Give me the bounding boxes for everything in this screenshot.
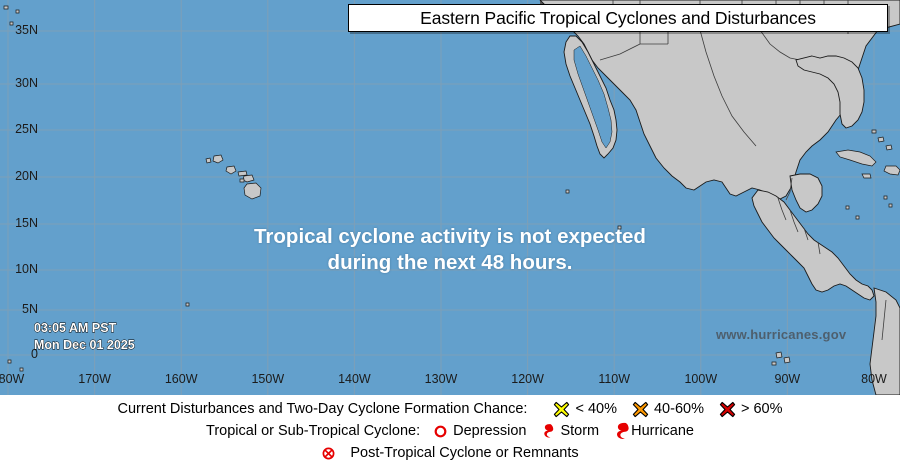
legend-storm-label: Storm xyxy=(560,423,600,439)
website-watermark: www.hurricanes.gov xyxy=(716,327,847,342)
legend-chance-high-label: > 60% xyxy=(740,401,783,417)
timestamp-time: 03:05 AM PST xyxy=(34,321,117,336)
mexico-borders xyxy=(699,29,757,147)
x-marker-yellow-icon xyxy=(553,401,570,418)
legend-item-depression: Depression xyxy=(433,423,526,439)
lat-label-25n: 25N xyxy=(15,122,38,136)
lon-label-90w: 90W xyxy=(774,372,801,386)
lat-label-35n: 35N xyxy=(15,23,38,37)
map-timestamp: 03:05 AM PST Mon Dec 01 2025 xyxy=(34,320,136,354)
land-central-america xyxy=(751,173,875,301)
lon-label-110w: 110W xyxy=(598,372,631,386)
lat-label-10n: 10N xyxy=(15,262,38,276)
legend-item-chance-medium: 40-60% xyxy=(632,401,704,418)
legend-item-storm: Storm xyxy=(541,423,599,439)
legend-post-tropical-label: Post-Tropical Cyclone or Remnants xyxy=(350,445,579,461)
tropical-cyclone-map: 35N 30N 25N 20N 15N 10N 5N 0 180W 170W 1… xyxy=(0,0,900,395)
lat-label-30n: 30N xyxy=(15,76,38,90)
galapagos-islands xyxy=(771,351,791,366)
map-status-message-line-2: during the next 48 hours. xyxy=(327,251,573,274)
caribbean-islands xyxy=(835,129,900,220)
lon-label-170w: 170W xyxy=(78,372,111,386)
central-america-borders xyxy=(777,177,821,255)
lon-label-120w: 120W xyxy=(511,372,544,386)
lon-label-150w: 150W xyxy=(251,372,285,386)
lon-label-100w: 100W xyxy=(684,372,718,386)
lon-label-80w: 80W xyxy=(861,372,887,386)
longitude-axis: 180W 170W 160W 150W 140W 130W 120W 110W … xyxy=(0,372,900,392)
lon-label-160w: 160W xyxy=(164,372,198,386)
map-legend: Current Disturbances and Two-Day Cyclone… xyxy=(0,395,900,469)
land-south-america xyxy=(869,287,900,395)
map-status-message-line-1: Tropical cyclone activity is not expecte… xyxy=(254,225,646,248)
circle-x-marker-post-tropical-icon xyxy=(321,446,336,461)
legend-hurricane-label: Hurricane xyxy=(631,423,694,439)
legend-formation-chance-label: Current Disturbances and Two-Day Cyclone… xyxy=(117,401,528,417)
legend-chance-medium-label: 40-60% xyxy=(653,401,704,417)
lat-label-15n: 15N xyxy=(15,216,38,230)
legend-item-chance-high: > 60% xyxy=(719,401,783,418)
lat-label-20n: 20N xyxy=(15,169,38,183)
legend-item-chance-low: < 40% xyxy=(553,401,617,418)
spiral-marker-hurricane-icon xyxy=(614,422,630,440)
map-graphic xyxy=(0,0,900,395)
pacific-small-islands xyxy=(3,5,622,372)
legend-item-post-tropical: Post-Tropical Cyclone or Remnants xyxy=(321,445,579,461)
lat-label-5n: 5N xyxy=(22,302,38,316)
lon-label-180w: 180W xyxy=(0,372,25,386)
lat-label-0: 0 xyxy=(31,347,38,361)
page-title: Eastern Pacific Tropical Cyclones and Di… xyxy=(420,7,816,28)
map-status-message: Tropical cyclone activity is not expecte… xyxy=(0,224,900,276)
legend-row-formation-chance: Current Disturbances and Two-Day Cyclone… xyxy=(0,398,900,420)
x-marker-red-icon xyxy=(719,401,736,418)
lon-label-140w: 140W xyxy=(338,372,371,386)
circle-marker-depression-icon xyxy=(433,424,448,439)
hawaiian-islands xyxy=(205,154,262,200)
map-title-box: Eastern Pacific Tropical Cyclones and Di… xyxy=(348,4,888,32)
legend-row-post-tropical: Post-Tropical Cyclone or Remnants xyxy=(0,442,900,464)
legend-row-cyclone-types: Tropical or Sub-Tropical Cyclone: Depres… xyxy=(0,420,900,442)
legend-chance-low-label: < 40% xyxy=(575,401,617,417)
timestamp-date: Mon Dec 01 2025 xyxy=(34,338,136,353)
lon-label-130w: 130W xyxy=(424,372,458,386)
legend-cyclone-types-label: Tropical or Sub-Tropical Cyclone: xyxy=(206,423,421,439)
legend-item-hurricane: Hurricane xyxy=(614,422,694,440)
spiral-marker-storm-icon xyxy=(541,423,555,439)
x-marker-orange-icon xyxy=(632,401,649,418)
legend-depression-label: Depression xyxy=(453,423,527,439)
